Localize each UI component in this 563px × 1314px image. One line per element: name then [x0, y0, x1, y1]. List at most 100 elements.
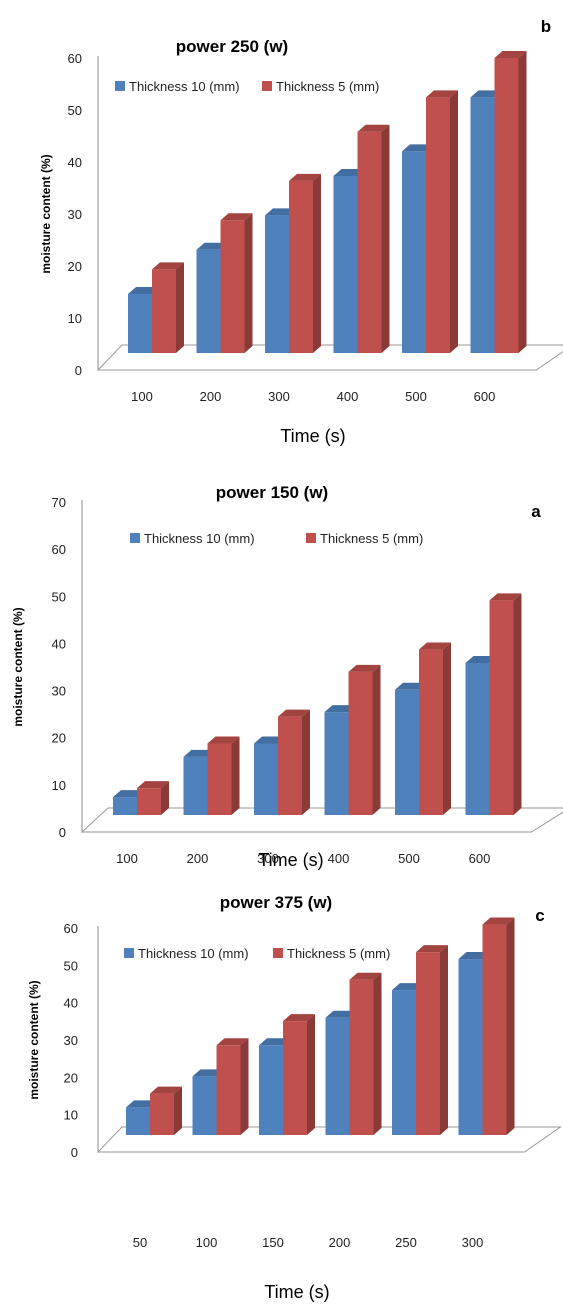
bar-thickness-5-200 [349, 972, 382, 1135]
bar-top [220, 213, 253, 221]
bar-side [176, 262, 184, 353]
panel-label: a [531, 502, 541, 521]
bar-top [419, 642, 451, 650]
bar-front [458, 959, 483, 1135]
bar-front [426, 97, 450, 353]
bar-front [126, 1107, 150, 1135]
legend-label: Thickness 10 (mm) [138, 946, 249, 961]
bar-thickness-5-600 [494, 51, 527, 353]
bar-side [174, 1086, 182, 1135]
bar-side [313, 173, 321, 353]
chart-panel-b: 0 10 20 30 40 50 60 100 200 300 400 500 600 power 250… [39, 17, 563, 446]
bar-thickness-5-250 [416, 945, 448, 1135]
legend-swatch [124, 948, 134, 958]
chart-title: power 150 (w) [216, 483, 328, 502]
bar-top [357, 124, 390, 132]
bar-front [348, 671, 373, 815]
x-axis-label: Time (s) [264, 1282, 329, 1302]
bar-front [152, 269, 176, 353]
bar-side [244, 213, 253, 353]
bar-side [450, 90, 458, 353]
bar-top [489, 593, 522, 601]
chart-floor [80, 807, 563, 833]
bar-front [392, 990, 416, 1135]
x-tick-label: 500 [405, 389, 427, 404]
y-tick-label: 20 [64, 1070, 78, 1085]
bar-side [161, 781, 169, 815]
x-tick-label: 50 [133, 1235, 147, 1250]
chart-panel-a: 0 10 20 30 40 50 60 70 100 200 300 400 500 600 power 1… [11, 483, 563, 870]
bar-side [373, 972, 382, 1135]
legend-label: Thickness 10 (mm) [144, 531, 255, 546]
bar-thickness-5-400 [348, 664, 381, 815]
y-tick-label: 30 [52, 684, 66, 699]
bar-side [381, 124, 390, 353]
legend-label: Thickness 5 (mm) [287, 946, 390, 961]
bar-front [265, 215, 289, 353]
bar-front [196, 249, 221, 353]
y-tick-label: 40 [52, 636, 66, 651]
y-tick-label: 70 [52, 495, 66, 510]
bar-front [494, 58, 519, 353]
y-tick-label: 10 [64, 1108, 78, 1123]
bar-front [278, 716, 302, 815]
bar-side [372, 664, 381, 815]
x-tick-label: 250 [395, 1235, 417, 1250]
bar-side [506, 917, 515, 1135]
bar-front [416, 952, 440, 1135]
bar-top [278, 709, 310, 717]
x-tick-label: 300 [268, 389, 290, 404]
y-axis-label: moisture content (%) [39, 154, 53, 273]
legend-label: Thickness 5 (mm) [320, 531, 423, 546]
bar-front [259, 1045, 283, 1135]
bar-front [207, 743, 232, 815]
bar-side [443, 642, 451, 815]
y-axis-label: moisture content (%) [11, 607, 25, 726]
bar-top [494, 51, 527, 58]
chart-floor [96, 1126, 563, 1153]
bar-top [482, 917, 515, 925]
bar-top [207, 736, 240, 744]
bar-top [152, 262, 184, 270]
legend-swatch [130, 533, 140, 543]
bar-top [426, 90, 458, 98]
legend-label: Thickness 5 (mm) [276, 79, 379, 94]
x-tick-label: 100 [196, 1235, 218, 1250]
bar-top [216, 1038, 249, 1046]
bar-front [192, 1076, 217, 1135]
bar-thickness-5-600 [489, 593, 522, 815]
x-tick-label: 200 [187, 851, 209, 866]
x-tick-label: 400 [328, 851, 350, 866]
bar-front [349, 979, 374, 1135]
x-tick-label: 150 [262, 1235, 284, 1250]
bar-top [283, 1014, 315, 1022]
y-tick-label: 10 [68, 311, 82, 326]
bar-front [283, 1021, 307, 1135]
bar-side [307, 1014, 315, 1135]
bar-top [349, 972, 382, 980]
y-tick-label: 50 [52, 589, 66, 604]
legend-swatch [306, 533, 316, 543]
bar-thickness-5-500 [419, 642, 451, 815]
y-tick-label: 30 [64, 1033, 78, 1048]
bar-front [183, 756, 208, 815]
x-tick-label: 300 [462, 1235, 484, 1250]
legend-swatch [262, 81, 272, 91]
bar-front [325, 1017, 350, 1135]
bar-front [137, 788, 161, 815]
bar-thickness-5-300 [278, 709, 310, 815]
bar-thickness-5-100 [152, 262, 184, 353]
bar-front [324, 712, 349, 815]
bar-front [216, 1045, 241, 1135]
bar-thickness-5-300 [482, 917, 515, 1135]
bar-side [513, 593, 522, 815]
y-tick-label: 0 [59, 825, 66, 840]
x-tick-label: 300 [257, 851, 279, 866]
bar-front [395, 689, 419, 815]
y-tick-label: 60 [68, 51, 82, 66]
bar-front [333, 176, 358, 353]
bar-top [416, 945, 448, 953]
x-axis-label: Time (s) [258, 850, 323, 870]
bar-front [254, 743, 278, 815]
